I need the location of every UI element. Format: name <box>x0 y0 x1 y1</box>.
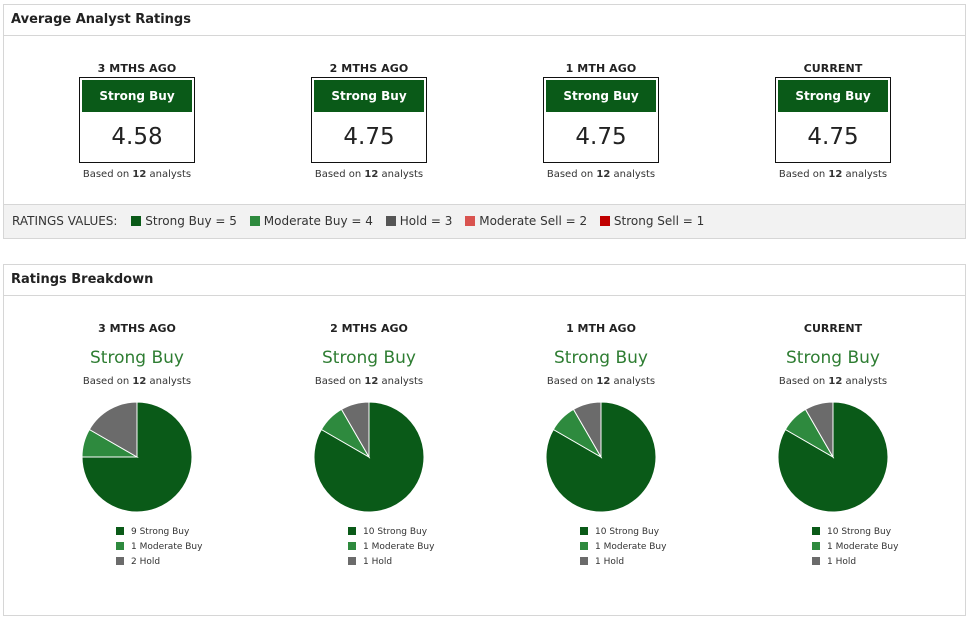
rating-col-1-month: 1 MTH AGO Strong Buy 4.75 Based on 12 an… <box>485 61 717 180</box>
average-ratings-row: 3 MTHS AGO Strong Buy 4.58 Based on 12 a… <box>4 61 965 191</box>
swatch-icon <box>812 527 820 535</box>
rating-score: 4.75 <box>575 124 627 150</box>
pie-legend-item: 1 Hold <box>812 555 912 570</box>
rating-score: 4.58 <box>111 124 163 150</box>
swatch-icon <box>580 557 588 565</box>
analyst-count: Based on 12 analysts <box>82 376 192 387</box>
pie-slice-hold <box>340 401 370 459</box>
pie-slice-hold <box>88 401 138 458</box>
pie-legend: 10 Strong Buy 1 Moderate Buy 1 Hold <box>580 525 680 570</box>
analyst-count: Based on 12 analysts <box>778 169 888 180</box>
swatch-icon <box>812 542 820 550</box>
analyst-count: Based on 12 analysts <box>314 169 424 180</box>
recommendation-label: Strong Buy <box>90 348 184 368</box>
analyst-count: Based on 12 analysts <box>546 376 656 387</box>
breakdown-col-2-months: 2 MTHS AGO Strong Buy Based on 12 analys… <box>253 321 485 570</box>
recommendation-label: Strong Buy <box>322 348 416 368</box>
rating-card: Strong Buy 4.75 <box>775 77 891 163</box>
rating-card: Strong Buy 4.58 <box>79 77 195 163</box>
analyst-count: Based on 12 analysts <box>546 169 656 180</box>
pie-slice-hold <box>804 401 834 459</box>
pie-legend: 10 Strong Buy 1 Moderate Buy 1 Hold <box>812 525 912 570</box>
swatch-icon <box>116 542 124 550</box>
swatch-icon <box>249 216 260 226</box>
period-label: 3 MTHS AGO <box>98 322 176 335</box>
pie-legend-item: 1 Moderate Buy <box>116 540 216 555</box>
swatch-icon <box>599 216 610 226</box>
pie-legend-item: 10 Strong Buy <box>348 525 448 540</box>
legend-item-hold: Hold = 3 <box>385 205 452 238</box>
pie-legend-item: 2 Hold <box>116 555 216 570</box>
pie-chart <box>777 401 889 513</box>
swatch-icon <box>116 527 124 535</box>
swatch-icon <box>385 216 396 226</box>
rating-label: Strong Buy <box>314 80 424 112</box>
period-label: CURRENT <box>803 322 863 335</box>
breakdown-col-1-month: 1 MTH AGO Strong Buy Based on 12 analyst… <box>485 321 717 570</box>
rating-col-2-months: 2 MTHS AGO Strong Buy 4.75 Based on 12 a… <box>253 61 485 180</box>
ratings-breakdown-panel: Ratings Breakdown 3 MTHS AGO Strong Buy … <box>3 264 966 616</box>
pie-legend: 10 Strong Buy 1 Moderate Buy 1 Hold <box>348 525 448 570</box>
average-ratings-panel: Average Analyst Ratings 3 MTHS AGO Stron… <box>3 4 966 239</box>
legend-item-strong-buy: Strong Buy = 5 <box>131 205 237 238</box>
rating-label: Strong Buy <box>546 80 656 112</box>
breakdown-col-current: CURRENT Strong Buy Based on 12 analysts … <box>717 321 949 570</box>
rating-score: 4.75 <box>807 124 859 150</box>
pie-legend-item: 1 Moderate Buy <box>812 540 912 555</box>
pie-chart <box>81 401 193 513</box>
breakdown-col-3-months: 3 MTHS AGO Strong Buy Based on 12 analys… <box>21 321 253 570</box>
average-ratings-title: Average Analyst Ratings <box>4 5 965 36</box>
analyst-count: Based on 12 analysts <box>314 376 424 387</box>
rating-label: Strong Buy <box>82 80 192 112</box>
pie-legend-item: 1 Hold <box>580 555 680 570</box>
recommendation-label: Strong Buy <box>786 348 880 368</box>
analyst-count: Based on 12 analysts <box>778 376 888 387</box>
swatch-icon <box>348 542 356 550</box>
analyst-count: Based on 12 analysts <box>82 169 192 180</box>
pie-legend-item: 9 Strong Buy <box>116 525 216 540</box>
rating-card: Strong Buy 4.75 <box>543 77 659 163</box>
ratings-breakdown-title: Ratings Breakdown <box>4 265 965 296</box>
period-label: CURRENT <box>803 62 863 75</box>
swatch-icon <box>116 557 124 565</box>
recommendation-label: Strong Buy <box>554 348 648 368</box>
period-label: 1 MTH AGO <box>565 62 637 75</box>
legend-item-strong-sell: Strong Sell = 1 <box>599 205 704 238</box>
pie-legend-item: 1 Moderate Buy <box>580 540 680 555</box>
legend-item-moderate-buy: Moderate Buy = 4 <box>249 205 373 238</box>
pie-legend-item: 1 Hold <box>348 555 448 570</box>
ratings-values-legend: RATINGS VALUES: Strong Buy = 5 Moderate … <box>4 204 965 238</box>
swatch-icon <box>465 216 476 226</box>
swatch-icon <box>580 542 588 550</box>
pie-chart <box>545 401 657 513</box>
pie-legend: 9 Strong Buy 1 Moderate Buy 2 Hold <box>116 525 216 570</box>
pie-legend-item: 1 Moderate Buy <box>348 540 448 555</box>
swatch-icon <box>348 527 356 535</box>
rating-label: Strong Buy <box>778 80 888 112</box>
period-label: 1 MTH AGO <box>566 322 636 335</box>
rating-col-current: CURRENT Strong Buy 4.75 Based on 12 anal… <box>717 61 949 180</box>
pie-chart <box>313 401 425 513</box>
period-label: 2 MTHS AGO <box>330 322 408 335</box>
legend-label: RATINGS VALUES: <box>12 214 118 228</box>
swatch-icon <box>348 557 356 565</box>
rating-score: 4.75 <box>343 124 395 150</box>
legend-item-moderate-sell: Moderate Sell = 2 <box>465 205 587 238</box>
period-label: 2 MTHS AGO <box>329 62 409 75</box>
swatch-icon <box>580 527 588 535</box>
pie-slice-hold <box>572 401 602 459</box>
pie-legend-item: 10 Strong Buy <box>580 525 680 540</box>
pie-legend-item: 10 Strong Buy <box>812 525 912 540</box>
rating-card: Strong Buy 4.75 <box>311 77 427 163</box>
swatch-icon <box>812 557 820 565</box>
period-label: 3 MTHS AGO <box>97 62 177 75</box>
swatch-icon <box>131 216 142 226</box>
rating-col-3-months: 3 MTHS AGO Strong Buy 4.58 Based on 12 a… <box>21 61 253 180</box>
